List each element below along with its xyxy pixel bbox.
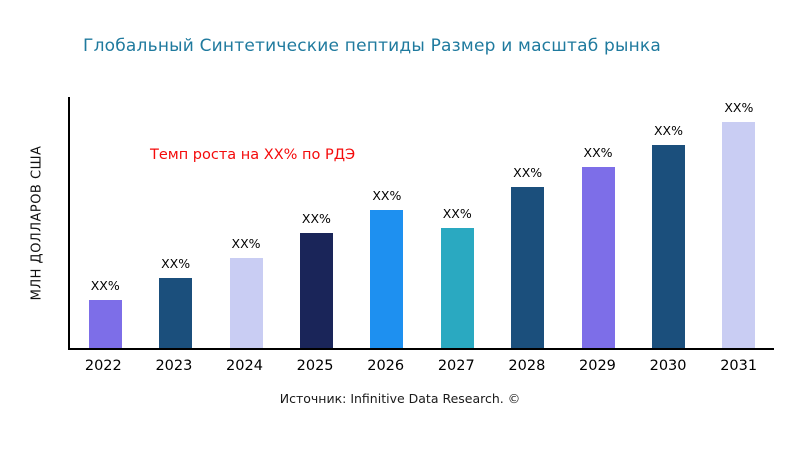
- bar-column-2023: XX%: [140, 97, 210, 348]
- growth-rate-annotation: Темп роста на XX% по РДЭ: [150, 147, 356, 163]
- bar-2024: [229, 257, 263, 348]
- x-tick-2023: 2023: [155, 358, 193, 374]
- bar-value-label: XX%: [372, 187, 402, 203]
- bar-column-2022: XX%: [70, 97, 140, 348]
- x-tick-2024: 2024: [226, 358, 263, 374]
- x-tick-2025: 2025: [296, 358, 334, 374]
- bar-2022: [88, 300, 122, 348]
- x-axis-labels: 2022 2023 2024 2025 2026 2027 2028 2029 2030 2031: [68, 352, 774, 374]
- bar-2025: [299, 232, 333, 348]
- bars-row: XX% XX% XX% XX% XX% XX% XX% XX% XX% XX%: [70, 97, 774, 348]
- x-tick-2027: 2027: [437, 358, 475, 374]
- y-axis-label: МЛН ДОЛЛАРОВ США: [29, 145, 45, 301]
- x-tick-2031: 2031: [720, 358, 758, 374]
- bar-2030: [651, 144, 685, 348]
- bar-column-2027: XX%: [422, 97, 492, 348]
- bar-column-2031: XX%: [704, 97, 774, 348]
- bar-value-label: XX%: [301, 210, 331, 226]
- bar-value-label: XX%: [90, 278, 120, 294]
- bar-column-2026: XX%: [352, 97, 422, 348]
- bar-value-label: XX%: [724, 100, 754, 116]
- x-tick-2028: 2028: [508, 358, 546, 374]
- bar-2029: [581, 167, 615, 348]
- x-tick-2030: 2030: [649, 358, 687, 374]
- bar-2028: [511, 187, 545, 348]
- bar-value-label: XX%: [442, 205, 472, 221]
- plot-area: XX% XX% XX% XX% XX% XX% XX% XX% XX% XX%: [68, 97, 774, 350]
- bar-2027: [440, 227, 474, 348]
- x-tick-2022: 2022: [84, 358, 122, 374]
- bar-value-label: XX%: [513, 165, 543, 181]
- bar-2023: [159, 277, 193, 348]
- bar-value-label: XX%: [231, 235, 261, 251]
- bar-2026: [370, 209, 404, 348]
- bar-column-2029: XX%: [563, 97, 633, 348]
- x-tick-2029: 2029: [579, 358, 616, 374]
- bar-value-label: XX%: [583, 145, 613, 161]
- bar-value-label: XX%: [653, 122, 683, 138]
- source-credit: Источник: Infinitive Data Research. ©: [279, 391, 521, 406]
- bar-column-2024: XX%: [211, 97, 281, 348]
- bar-column-2030: XX%: [633, 97, 703, 348]
- bar-2031: [722, 122, 756, 348]
- x-tick-2026: 2026: [367, 358, 405, 374]
- bar-column-2025: XX%: [281, 97, 351, 348]
- chart-title: Глобальный Синтетические пептиды Размер …: [83, 36, 662, 56]
- bar-value-label: XX%: [161, 255, 191, 271]
- bar-column-2028: XX%: [492, 97, 562, 348]
